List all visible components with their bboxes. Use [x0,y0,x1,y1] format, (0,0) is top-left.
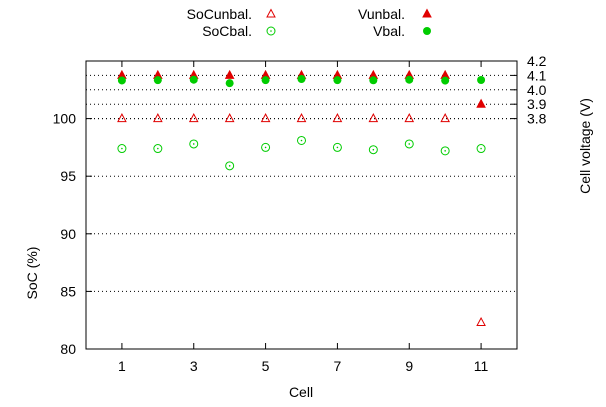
point-socunbal-8 [368,113,379,123]
y-left-tick-label-1: 85 [60,283,76,299]
x-tick-label-4: 9 [405,358,413,374]
legend-marker-0 [266,8,276,18]
legend-label-0: SoCunbal. [187,6,252,22]
y-right-tick-label-3: 4.1 [527,67,547,83]
point-vbal-3 [189,75,198,84]
point-socunbal-5 [260,113,271,123]
point-socbal-9 [404,139,414,149]
x-tick-label-1: 3 [190,358,198,374]
point-vunbal-4 [224,69,235,79]
point-socbal-3 [189,139,199,149]
point-socunbal-7 [332,113,343,123]
point-socbal-7 [332,142,342,152]
y-axis-left-title: SoC (%) [24,247,40,300]
point-socunbal-10 [440,113,450,123]
point-socbal-6 [297,135,306,145]
point-socbal-8 [368,145,378,155]
y-left-tick-label-4: 100 [53,111,77,127]
y-right-tick-label-4: 4.2 [527,53,547,69]
data-points [117,69,486,327]
point-socunbal-4 [224,113,235,123]
y-left-tick-label-0: 80 [60,341,76,357]
point-socbal-1 [117,144,127,154]
y-right-tick-label-0: 3.8 [527,111,547,127]
legend-marker-2 [422,8,432,18]
point-vbal-2 [153,76,162,85]
legend-label-3: Vbal. [373,23,405,39]
point-socunbal-9 [404,113,415,123]
point-vbal-6 [297,75,306,83]
legend-label-1: SoCbal. [202,23,252,39]
point-socbal-10 [440,146,450,156]
legend-label-2: Vunbal. [358,6,405,22]
point-vunbal-11 [476,98,486,108]
point-socbal-11 [476,144,486,154]
point-vbal-11 [477,76,486,85]
x-tick-label-5: 11 [474,358,489,374]
point-socunbal-3 [188,113,199,123]
y-left-tick-label-2: 90 [60,226,76,242]
point-vbal-7 [333,76,342,85]
y-right-tick-label-1: 3.9 [527,96,547,112]
y-axis-right-title: Cell voltage (V) [577,98,593,194]
y-right-tick-label-2: 4.0 [527,82,547,98]
point-socunbal-6 [296,113,307,123]
x-tick-label-3: 7 [334,358,342,374]
point-socbal-4 [225,161,235,171]
point-vbal-5 [261,76,270,85]
point-vbal-4 [225,79,234,88]
x-tick-label-2: 5 [262,358,270,374]
point-socunbal-2 [152,113,163,123]
point-socunbal-1 [117,113,127,123]
legend-marker-3 [423,27,431,35]
plot-frame [85,60,518,350]
point-socunbal-11 [476,316,486,327]
legend-marker-1 [266,26,276,36]
y-left-tick-label-3: 95 [60,168,76,184]
point-vbal-9 [405,75,414,84]
x-tick-label-0: 1 [118,358,126,374]
point-vbal-10 [441,76,450,85]
point-socbal-2 [153,144,163,154]
x-axis-title: Cell [289,384,313,400]
grid-lines [86,74,517,292]
point-vbal-1 [117,76,126,85]
tick-marks: 1 3 5 7 9 11 80 85 90 95 100 3.83.94.04.14.2 [53,53,547,374]
point-socbal-5 [261,142,271,152]
legend: SoCunbal.SoCbal. Vunbal.Vbal. [187,6,432,39]
point-vbal-8 [369,76,378,85]
